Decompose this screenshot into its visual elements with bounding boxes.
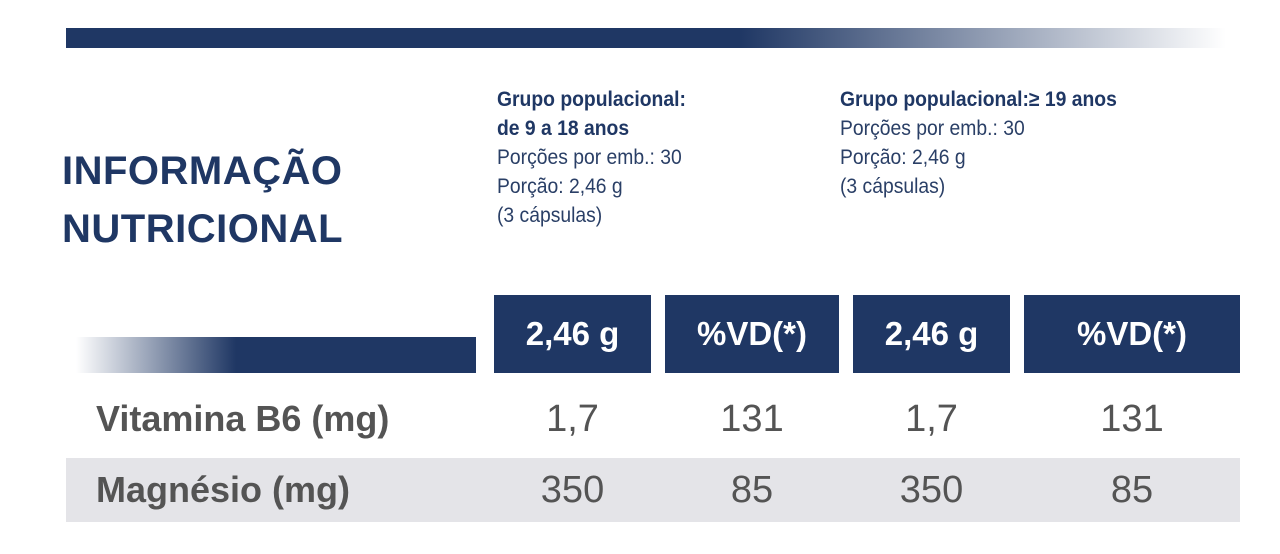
column-header-dv-group-2: %VD(*) [1024,295,1240,373]
group-portion-size: Porção: 2,46 g [497,175,623,198]
top-gradient-bar [66,28,1226,48]
group-portion-size: Porção: 2,46 g [840,146,966,169]
table-cell: 1,7 [546,397,599,440]
title-line-1: INFORMAÇÃO [62,149,343,193]
nutrition-info-title: INFORMAÇÃO NUTRICIONAL [62,142,343,258]
header-gradient-bar [76,337,476,373]
table-cell: 350 [540,468,605,511]
table-row-magnesium: Magnésio (mg) 350 85 350 85 [66,458,1240,522]
group-heading-line-2: de 9 a 18 anos [497,117,630,140]
population-group-9-18: Grupo populacional: de 9 a 18 anos Porçõ… [497,85,702,230]
table-cell: 1,7 [905,397,958,440]
column-header-amount-group-2: 2,46 g [853,295,1010,373]
column-header-amount-group-1: 2,46 g [494,295,651,373]
table-cell: 85 [730,468,774,511]
group-portions-per-package: Porções por emb.: 30 [497,146,682,169]
table-cell: 131 [720,397,784,440]
row-label: Magnésio (mg) [96,469,351,510]
group-heading: Grupo populacional:≥ 19 anos [840,88,1117,111]
column-header-dv-group-1: %VD(*) [665,295,839,373]
title-line-2: NUTRICIONAL [62,207,344,251]
table-cell: 131 [1100,397,1164,440]
group-capsules: (3 cápsulas) [497,204,603,227]
row-label: Vitamina B6 (mg) [96,398,390,439]
group-portions-per-package: Porções por emb.: 30 [840,117,1025,140]
group-capsules: (3 cápsulas) [840,175,946,198]
table-cell: 85 [1110,468,1154,511]
population-group-19-plus: Grupo populacional:≥ 19 anos Porções por… [840,85,1141,201]
table-row-vitamin-b6: Vitamina B6 (mg) 1,7 131 1,7 131 [66,388,1240,450]
group-heading-line-1: Grupo populacional: [497,88,686,111]
table-cell: 350 [899,468,964,511]
